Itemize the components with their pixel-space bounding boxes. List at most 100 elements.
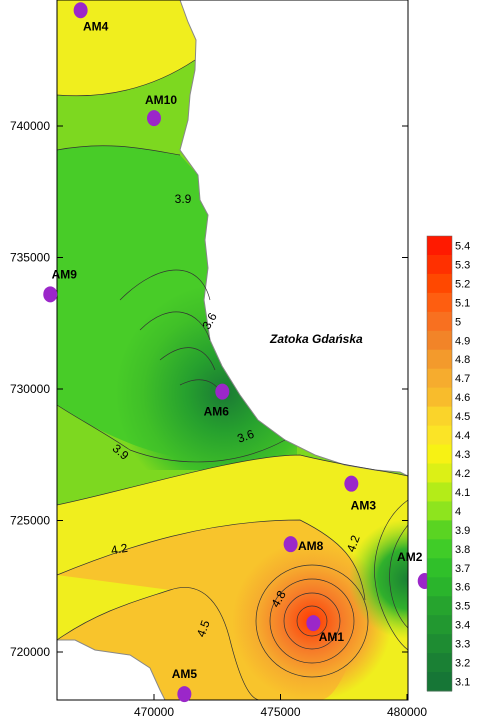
legend-label: 4.2 [455, 468, 470, 480]
legend-label: 4.9 [455, 335, 470, 347]
station-am8: AM8 [283, 536, 324, 553]
legend-label: 3.5 [455, 601, 470, 613]
station-marker [344, 475, 359, 492]
legend-swatch [427, 330, 452, 351]
legend-label: 5.2 [455, 278, 470, 290]
legend-swatch [427, 653, 452, 673]
legend-swatch [427, 539, 452, 559]
station-label: AM8 [298, 539, 324, 553]
legend-label: 3.6 [455, 582, 470, 594]
contour-fill [57, 0, 408, 700]
legend-swatch [427, 349, 452, 370]
station-label: AM3 [351, 499, 377, 513]
station-marker [306, 615, 321, 632]
legend-label: 5 [455, 316, 461, 328]
x-tick-label: 480000 [387, 705, 427, 719]
legend-swatch [427, 520, 452, 540]
legend-swatch [427, 558, 452, 578]
contour-label: 4.5 [194, 618, 213, 639]
station-am10: AM10 [145, 93, 177, 127]
legend-swatch [427, 254, 452, 275]
station-am3: AM3 [344, 475, 377, 513]
legend-label: 3.8 [455, 544, 470, 556]
y-tick-label: 735000 [10, 251, 50, 265]
y-tick-label: 730000 [10, 382, 50, 396]
contour-label: 3.9 [175, 192, 192, 206]
legend-swatch [427, 425, 452, 446]
legend-label: 4.7 [455, 373, 470, 385]
legend-label: 4.3 [455, 449, 470, 461]
station-label: AM10 [145, 93, 177, 107]
legend-label: 5.1 [455, 297, 470, 309]
legend-swatch [427, 273, 452, 294]
legend-label: 3.3 [455, 639, 470, 651]
station-label: AM1 [319, 630, 345, 644]
legend-label: 5.3 [455, 259, 470, 271]
sea-label: Zatoka Gdańska [269, 332, 363, 346]
legend-label: 3.1 [455, 677, 470, 689]
y-axis: 740000 735000 730000 725000 720000 [10, 119, 408, 659]
station-am4: AM4 [73, 2, 109, 33]
station-marker [147, 110, 161, 127]
legend-swatch [427, 311, 452, 332]
legend-label: 4.6 [455, 392, 470, 404]
legend-label: 4.1 [455, 487, 470, 499]
legend-swatch [427, 501, 452, 521]
legend-label: 4 [455, 506, 461, 518]
legend-swatch [427, 615, 452, 635]
legend-swatch [427, 236, 452, 256]
station-am5: AM5 [172, 667, 198, 703]
legend-label: 4.8 [455, 354, 470, 366]
legend-swatch [427, 387, 452, 408]
x-axis: 470000 475000 480000 [134, 694, 427, 719]
band-yellow-top [57, 0, 196, 96]
legend-label: 4.4 [455, 430, 470, 442]
station-label: AM5 [172, 667, 198, 681]
legend-swatch [427, 463, 452, 483]
station-label: AM4 [83, 19, 109, 33]
legend-label: 5.4 [455, 240, 470, 252]
legend-label: 4.5 [455, 411, 470, 423]
x-tick-label: 470000 [134, 705, 174, 719]
station-label: AM9 [52, 267, 78, 281]
contour-label: 4.2 [344, 533, 363, 554]
contour-labels: 3.93.63.63.94.2 4.24.54.8 [110, 192, 363, 639]
legend-label: 3.4 [455, 620, 470, 632]
stations: AM4 AM10 AM9 AM6 AM3 AM8 AM2 AM1 AM5 [43, 2, 432, 703]
station-marker [215, 383, 230, 400]
contour-label: 4.2 [110, 541, 129, 558]
station-am6: AM6 [204, 383, 230, 419]
legend-swatch [427, 292, 452, 313]
y-tick-label: 725000 [10, 514, 50, 528]
legend-swatch [427, 672, 452, 692]
plot-frame [56, 0, 409, 701]
legend-label: 3.2 [455, 658, 470, 670]
legend-label: 3.9 [455, 525, 470, 537]
contour-lines [57, 59, 408, 700]
legend-label: 3.7 [455, 563, 470, 575]
station-marker [177, 686, 192, 703]
legend-swatch [427, 634, 452, 654]
sea-southwest [57, 639, 166, 700]
legend-swatch [427, 577, 452, 597]
legend-swatch [427, 406, 452, 427]
legend-swatch [427, 444, 452, 464]
station-marker [283, 536, 298, 553]
station-am1: AM1 [306, 615, 344, 644]
y-tick-label: 720000 [10, 645, 50, 659]
station-label: AM2 [397, 550, 423, 564]
contour-label: 3.6 [235, 427, 256, 446]
legend-frame [426, 235, 453, 692]
color-legend: 5.4 5.3 5.2 5.1 5 4.9 4.8 4.7 4.6 4.5 4.4 4.3 4.2 4.1… [426, 235, 470, 692]
station-marker [43, 286, 58, 303]
station-label: AM6 [204, 405, 230, 419]
x-tick-label: 475000 [260, 705, 300, 719]
legend-swatch [427, 368, 452, 389]
y-tick-label: 740000 [10, 119, 50, 133]
station-am9: AM9 [43, 267, 78, 303]
legend-swatch [427, 482, 452, 502]
low-am2-fill [350, 500, 408, 660]
legend-swatch [427, 596, 452, 616]
station-marker [73, 2, 88, 19]
